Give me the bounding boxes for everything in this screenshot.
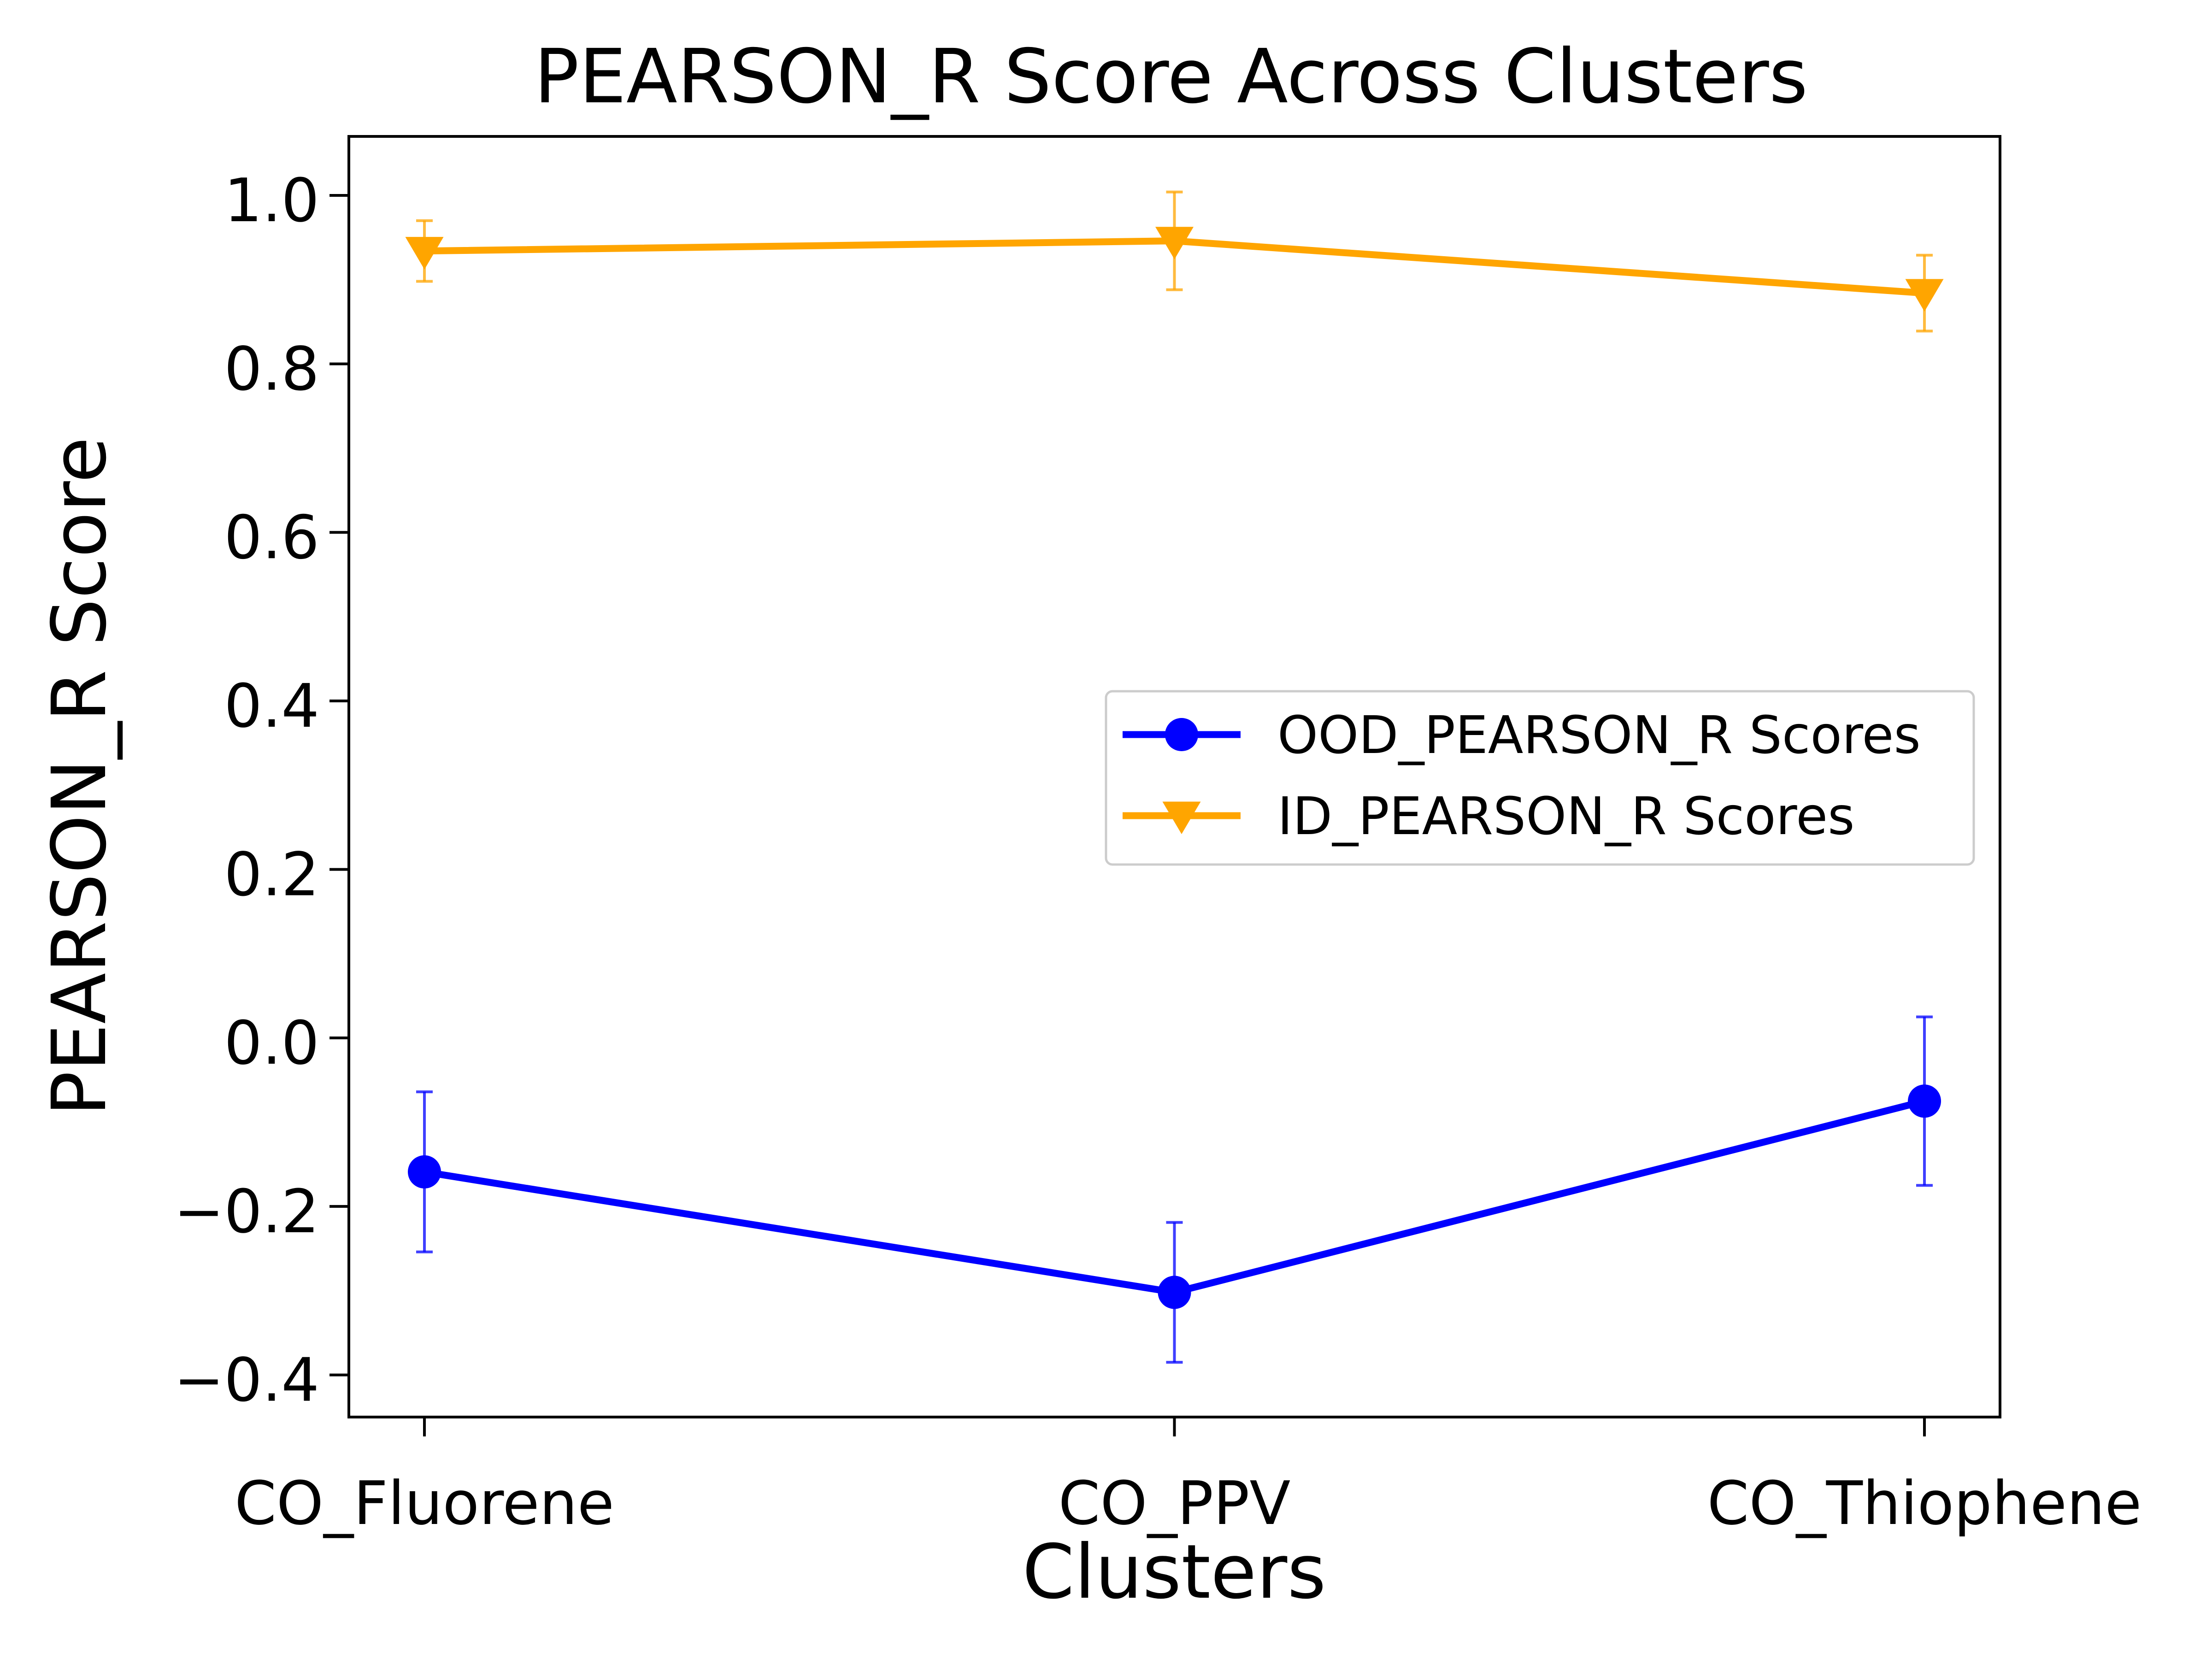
y-axis: −0.4 −0.2 0.0 0.2 0.4 0.6 0.8 1.0 bbox=[174, 165, 349, 1415]
data-point bbox=[408, 1155, 441, 1188]
y-tick-label: 0.0 bbox=[224, 1008, 319, 1078]
legend: OOD_PEARSON_R Scores ID_PEARSON_R Scores bbox=[1105, 690, 1975, 866]
data-point bbox=[1158, 1276, 1191, 1309]
legend-label: OOD_PEARSON_R Scores bbox=[1277, 706, 1921, 765]
x-axis-label: Clusters bbox=[1022, 1529, 1326, 1616]
x-tick-label: CO_PPV bbox=[1059, 1468, 1291, 1538]
y-tick-label: 1.0 bbox=[224, 165, 319, 235]
x-tick-label: CO_Thiophene bbox=[1707, 1468, 2142, 1538]
x-axis: CO_Fluorene CO_PPV CO_Thiophene bbox=[235, 1417, 2141, 1538]
legend-box bbox=[1105, 690, 1975, 866]
y-tick-label: −0.2 bbox=[174, 1177, 319, 1247]
legend-label: ID_PEARSON_R Scores bbox=[1277, 787, 1855, 847]
chart-title: PEARSON_R Score Across Clusters bbox=[534, 34, 1808, 120]
data-point bbox=[1908, 1084, 1941, 1118]
y-tick-label: 0.2 bbox=[224, 840, 319, 910]
y-tick-label: 0.8 bbox=[224, 334, 319, 404]
y-tick-label: 0.6 bbox=[224, 502, 319, 572]
legend-marker bbox=[1165, 718, 1198, 751]
y-tick-label: 0.4 bbox=[224, 671, 319, 741]
legend-item: OOD_PEARSON_R Scores bbox=[1123, 706, 1921, 765]
legend-marker bbox=[1162, 801, 1201, 835]
data-point bbox=[1905, 279, 1944, 312]
y-tick-label: −0.4 bbox=[174, 1345, 319, 1415]
x-tick-label: CO_Fluorene bbox=[235, 1468, 614, 1538]
axes-frame bbox=[347, 135, 2001, 1418]
series-0 bbox=[408, 1015, 1941, 1364]
data-point bbox=[1155, 227, 1194, 259]
series-1 bbox=[405, 190, 1944, 333]
data-point bbox=[405, 237, 444, 270]
series-layer bbox=[405, 190, 1944, 1364]
legend-item: ID_PEARSON_R Scores bbox=[1123, 787, 1855, 847]
y-axis-label: PEARSON_R Score bbox=[36, 437, 123, 1116]
